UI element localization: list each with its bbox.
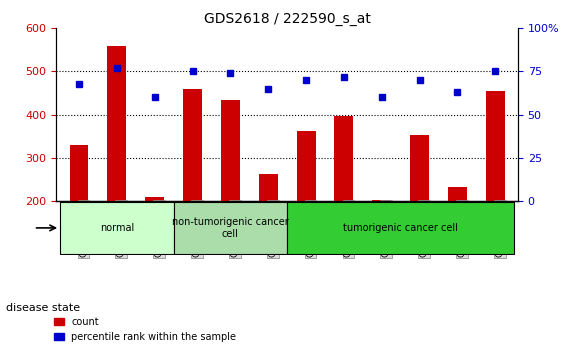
Bar [70, 145, 88, 287]
FancyBboxPatch shape [60, 202, 173, 254]
Text: GSM158653: GSM158653 [419, 202, 428, 257]
Bar [183, 89, 202, 287]
Bar [334, 116, 354, 287]
Text: GSM158650: GSM158650 [230, 202, 239, 257]
Bar [486, 91, 504, 287]
Bar [221, 99, 240, 287]
Title: GDS2618 / 222590_s_at: GDS2618 / 222590_s_at [204, 12, 370, 26]
FancyBboxPatch shape [173, 202, 287, 254]
Text: non-tumorigenic cancer
cell: non-tumorigenic cancer cell [172, 217, 289, 239]
Bar [259, 174, 278, 287]
Text: GSM158651: GSM158651 [382, 202, 391, 257]
Text: GSM158648: GSM158648 [193, 202, 202, 257]
Text: GSM158647: GSM158647 [306, 202, 315, 257]
Bar [410, 135, 429, 287]
Bar [297, 131, 315, 287]
Text: normal: normal [100, 223, 134, 233]
Bar [108, 46, 126, 287]
Text: GSM158656: GSM158656 [79, 202, 88, 257]
Text: tumorigenic cancer cell: tumorigenic cancer cell [343, 223, 458, 233]
Bar [145, 196, 164, 287]
FancyBboxPatch shape [287, 202, 514, 254]
Text: GSM158654: GSM158654 [457, 202, 466, 257]
Legend: count, percentile rank within the sample: count, percentile rank within the sample [50, 313, 240, 346]
Text: GSM158652: GSM158652 [268, 202, 277, 257]
Text: disease state: disease state [6, 303, 80, 313]
Text: GSM158655: GSM158655 [495, 202, 504, 257]
Text: GSM158657: GSM158657 [117, 202, 126, 257]
Bar [372, 200, 391, 287]
Bar [448, 187, 467, 287]
Text: GSM158649: GSM158649 [344, 202, 353, 257]
Text: GSM158658: GSM158658 [155, 202, 164, 257]
